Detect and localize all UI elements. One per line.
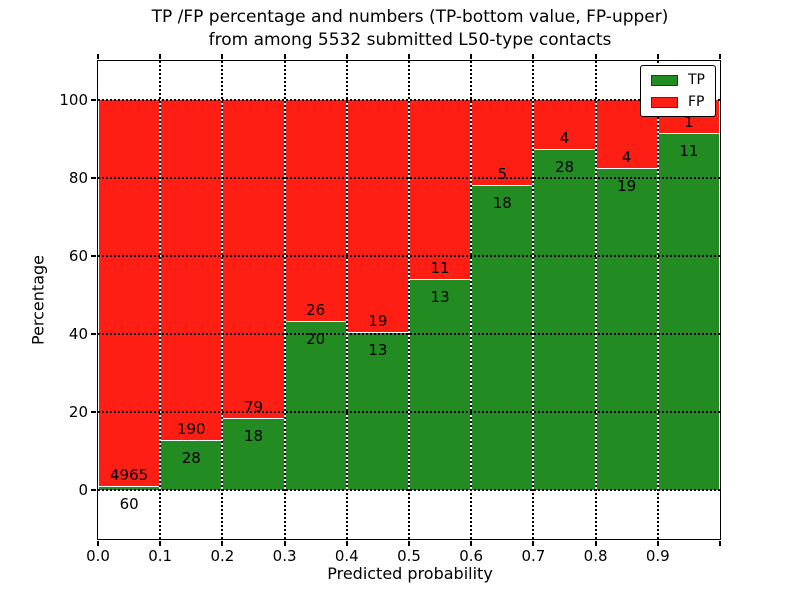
x-tick xyxy=(532,541,535,546)
x-tick-label: 0.7 xyxy=(521,547,546,565)
y-tick-label: 0 xyxy=(78,481,88,500)
y-tick xyxy=(91,99,96,102)
bar-segment-tp xyxy=(533,148,596,491)
bar-segment-fp xyxy=(284,100,347,321)
x-tick-top xyxy=(408,54,410,59)
y-axis-label: Percentage xyxy=(28,254,48,346)
x-tick-top xyxy=(159,54,162,59)
v-gridline xyxy=(532,61,535,539)
tp-count-label: 11 xyxy=(679,141,699,160)
bar-segment-tp xyxy=(471,184,534,491)
v-gridline xyxy=(656,61,659,539)
bar-segment-fp xyxy=(160,100,223,441)
tp-count-label: 18 xyxy=(243,426,264,445)
v-gridline xyxy=(345,61,348,539)
plot-area: Percentage TP FP 4965 60 190 28 79 18 26 20 19 13… xyxy=(29,54,721,565)
v-gridline xyxy=(159,61,162,539)
x-tick-top xyxy=(594,54,597,59)
y-tick-label: 100 xyxy=(59,91,88,110)
x-tick-top xyxy=(283,54,286,59)
y-tick xyxy=(91,177,96,180)
x-tick-label: 0.9 xyxy=(645,547,670,565)
x-tick-label: 0.4 xyxy=(334,547,359,565)
tp-count-label: 18 xyxy=(492,193,512,212)
legend-item-fp: FP xyxy=(651,95,705,109)
bar-segment-tp xyxy=(409,278,472,491)
x-tick-label: 0.1 xyxy=(148,547,173,565)
fp-count-label: 5 xyxy=(497,164,508,183)
x-tick-label: 0.8 xyxy=(583,547,608,565)
bar-segment-fp xyxy=(533,100,596,149)
x-tick-label: 0.3 xyxy=(272,547,297,565)
x-tick xyxy=(470,541,473,546)
x-tick xyxy=(719,541,721,546)
bar-segment-fp xyxy=(222,100,285,418)
tp-count-label: 19 xyxy=(617,176,637,195)
fp-count-label: 1 xyxy=(684,112,694,131)
x-tick-top xyxy=(470,54,473,59)
y-tick xyxy=(91,255,96,258)
x-tick xyxy=(345,541,348,546)
fp-legend-label: FP xyxy=(688,94,705,110)
legend-item-tp: TP xyxy=(651,73,705,87)
fp-count-label: 4 xyxy=(621,147,632,166)
fp-count-label: 11 xyxy=(430,258,450,277)
v-gridline xyxy=(283,61,286,539)
fp-count-label: 26 xyxy=(306,300,326,319)
tp-legend-label: TP xyxy=(688,72,705,88)
x-tick-label: 0.6 xyxy=(459,547,484,565)
x-tick-top xyxy=(221,54,224,59)
x-tick xyxy=(656,541,659,546)
bar-segment-tp xyxy=(657,132,720,491)
v-gridline xyxy=(221,61,224,539)
chart-title: TP /FP percentage and numbers (TP-bottom… xyxy=(20,6,800,52)
x-tick-top xyxy=(532,54,535,59)
tp-count-label: 13 xyxy=(368,340,388,359)
x-tick-top xyxy=(656,54,659,59)
chart-title-line1: TP /FP percentage and numbers (TP-bottom… xyxy=(151,7,669,27)
y-tick-label: 80 xyxy=(68,169,88,188)
x-tick-top xyxy=(345,54,348,59)
x-tick-top xyxy=(719,54,721,59)
bar-segment-tp xyxy=(595,167,658,491)
chart-title-line2: from among 5532 submitted L50-type conta… xyxy=(208,30,612,50)
v-gridline xyxy=(470,61,473,539)
y-tick-label: 20 xyxy=(68,403,88,422)
fp-count-label: 79 xyxy=(243,397,264,416)
bar-segment-fp xyxy=(471,100,534,185)
tp-count-label: 13 xyxy=(430,287,450,306)
x-tick xyxy=(408,541,410,546)
x-tick xyxy=(159,541,162,546)
y-tick-label: 60 xyxy=(68,247,88,266)
fp-count-label: 190 xyxy=(176,420,206,439)
tp-count-label: 28 xyxy=(554,157,575,176)
tp-legend-swatch xyxy=(651,74,678,86)
fp-legend-swatch xyxy=(651,96,678,108)
tp-count-label: 60 xyxy=(119,494,139,513)
fp-count-label: 19 xyxy=(368,311,388,330)
x-tick-label: 0.2 xyxy=(210,547,235,565)
x-tick xyxy=(97,541,99,546)
fp-count-label: 4965 xyxy=(110,465,149,484)
y-tick xyxy=(91,333,96,336)
x-tick-top xyxy=(97,54,99,59)
x-tick xyxy=(594,541,597,546)
v-gridline xyxy=(594,61,597,539)
y-tick-label: 40 xyxy=(68,325,88,344)
tp-count-label: 20 xyxy=(306,329,326,348)
fp-count-label: 4 xyxy=(559,128,570,147)
v-gridline xyxy=(408,61,410,539)
y-tick xyxy=(91,411,96,414)
bar-segment-fp xyxy=(409,100,472,279)
x-tick-label: 0.0 xyxy=(86,547,110,565)
x-tick-label: 0.5 xyxy=(397,547,421,565)
legend: TP FP xyxy=(640,65,716,117)
x-tick xyxy=(283,541,286,546)
tp-count-label: 28 xyxy=(181,449,201,468)
y-tick xyxy=(91,489,96,492)
x-axis-label: Predicted probability xyxy=(327,564,493,583)
x-tick xyxy=(221,541,224,546)
